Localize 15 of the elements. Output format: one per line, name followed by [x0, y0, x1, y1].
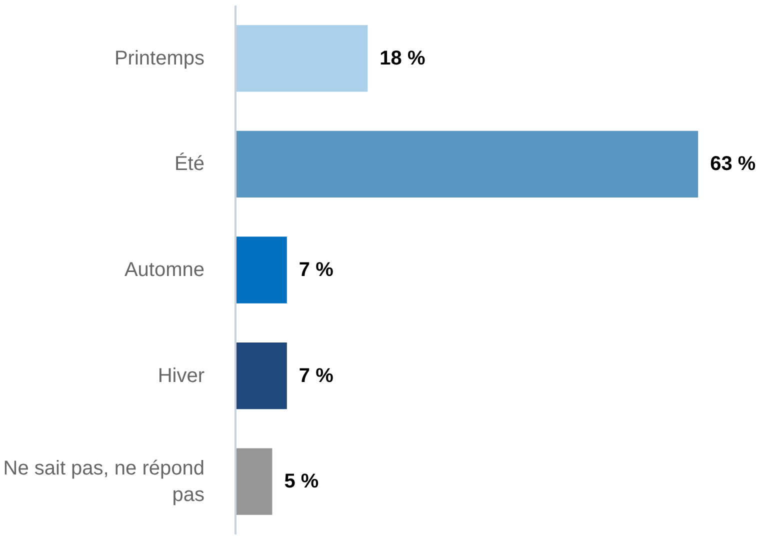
y-tick-label: Automne [124, 259, 205, 281]
data-label: 63 % [710, 153, 756, 176]
bar [236, 448, 272, 515]
y-tick-label: Été [174, 152, 205, 176]
y-tick-label: Ne sait pas, ne répond pas [3, 457, 205, 506]
data-label: 7 % [298, 259, 334, 281]
bar [236, 342, 287, 410]
y-tick-label: Hiver [158, 364, 205, 387]
y-tick-label: Printemps [114, 47, 204, 70]
data-label: 18 % [380, 47, 426, 70]
data-label: 5 % [284, 470, 319, 493]
bar [236, 130, 698, 198]
bar [236, 25, 368, 92]
data-label: 7 % [298, 364, 334, 387]
bar [236, 236, 287, 304]
